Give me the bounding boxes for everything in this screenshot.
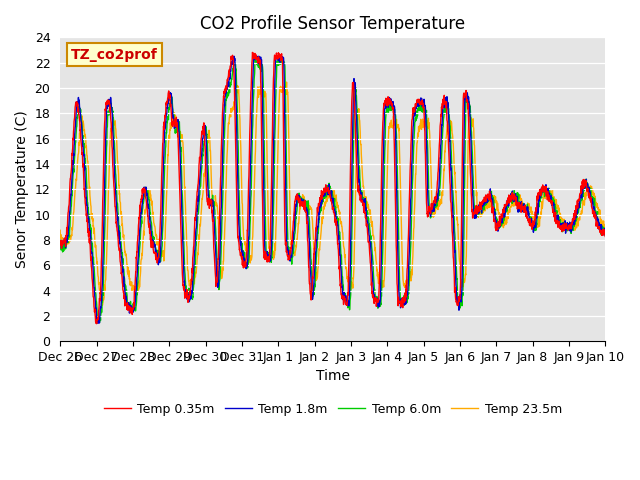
Temp 23.5m [486, 196, 494, 202]
Text: TZ_co2prof: TZ_co2prof [71, 48, 158, 61]
Legend: Temp 0.35m, Temp 1.8m, Temp 6.0m, Temp 23.5m: Temp 0.35m, Temp 1.8m, Temp 6.0m, Temp 2… [99, 397, 567, 420]
Temp 0.35m [248, 49, 256, 55]
Temp 0.35m [308, 289, 316, 295]
Line: Temp 6.0m: Temp 6.0m [60, 57, 605, 322]
Temp 1.8m [322, 188, 330, 194]
Temp 0.35m [586, 195, 594, 201]
Temp 6.0m [56, 240, 64, 246]
Temp 6.0m [94, 319, 102, 325]
Temp 0.35m [486, 194, 494, 200]
Temp 0.35m [322, 182, 330, 188]
Line: Temp 23.5m: Temp 23.5m [60, 82, 605, 305]
Temp 0.35m [56, 239, 64, 245]
Temp 1.8m [586, 192, 594, 198]
Temp 23.5m [322, 199, 330, 205]
Temp 6.0m [586, 187, 594, 192]
Temp 6.0m [322, 191, 330, 197]
Temp 0.35m [93, 321, 100, 326]
Temp 1.8m [308, 288, 316, 294]
Temp 1.8m [94, 321, 102, 326]
Temp 0.35m [602, 234, 609, 240]
Temp 6.0m [586, 188, 594, 194]
Temp 23.5m [283, 79, 291, 85]
Temp 6.0m [486, 195, 494, 201]
Temp 1.8m [56, 239, 64, 245]
Y-axis label: Senor Temperature (C): Senor Temperature (C) [15, 110, 29, 268]
Temp 23.5m [99, 302, 106, 308]
Temp 0.35m [84, 229, 92, 235]
X-axis label: Time: Time [316, 370, 350, 384]
Temp 23.5m [84, 161, 92, 167]
Temp 0.35m [586, 198, 594, 204]
Temp 1.8m [486, 191, 494, 197]
Temp 23.5m [586, 189, 594, 194]
Temp 6.0m [602, 229, 609, 235]
Temp 23.5m [602, 225, 609, 231]
Temp 23.5m [586, 183, 594, 189]
Temp 6.0m [254, 54, 262, 60]
Temp 1.8m [586, 189, 594, 195]
Temp 6.0m [308, 263, 316, 269]
Temp 23.5m [56, 228, 64, 233]
Temp 23.5m [308, 207, 316, 213]
Title: CO2 Profile Sensor Temperature: CO2 Profile Sensor Temperature [200, 15, 465, 33]
Temp 1.8m [230, 53, 238, 59]
Line: Temp 0.35m: Temp 0.35m [60, 52, 605, 324]
Temp 6.0m [84, 207, 92, 213]
Temp 1.8m [84, 214, 92, 219]
Temp 1.8m [602, 232, 609, 238]
Line: Temp 1.8m: Temp 1.8m [60, 56, 605, 324]
